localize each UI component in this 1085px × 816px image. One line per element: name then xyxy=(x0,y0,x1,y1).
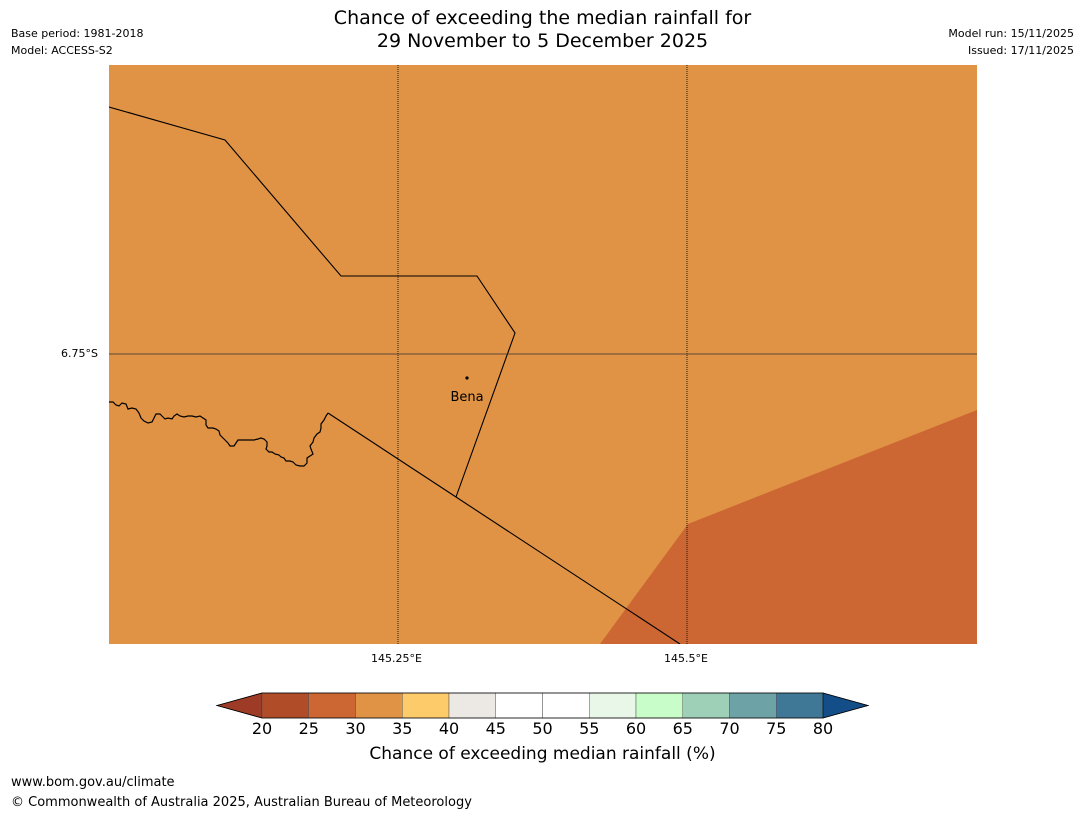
footer-copyright: © Commonwealth of Australia 2025, Austra… xyxy=(11,795,472,810)
colorbar-segment xyxy=(589,692,637,719)
colorbar-tick-label: 25 xyxy=(298,719,319,738)
base-period-text: Base period: 1981-2018 xyxy=(11,27,144,40)
colorbar xyxy=(215,692,870,719)
longitude-label-145-25: 145.25°E xyxy=(371,652,422,665)
colorbar-segment xyxy=(448,692,496,719)
colorbar-tick-label: 80 xyxy=(812,719,834,738)
colorbar-over-arrow xyxy=(822,692,870,719)
colorbar-outline xyxy=(215,692,870,719)
title-line-2: 29 November to 5 December 2025 xyxy=(376,30,709,52)
rainfall-band-25-30 xyxy=(600,410,977,644)
title-line-1: Chance of exceeding the median rainfall … xyxy=(333,7,752,29)
colorbar-tick-label: 70 xyxy=(719,719,740,738)
model-info: Base period: 1981-2018 Model: ACCESS-S2 xyxy=(11,25,143,59)
run-info: Model run: 15/11/2025 Issued: 17/11/2025 xyxy=(948,25,1074,59)
colorbar-segment xyxy=(729,692,777,719)
colorbar-tick-label: 65 xyxy=(672,719,693,738)
colorbar-under-arrow xyxy=(215,692,263,719)
colorbar-segment xyxy=(776,692,824,719)
colorbar-tick-label: 55 xyxy=(579,719,600,738)
latitude-label: 6.75°S xyxy=(61,347,98,360)
colorbar-tick-label: 35 xyxy=(392,719,413,738)
colorbar-segment xyxy=(308,692,356,719)
colorbar-segment xyxy=(635,692,683,719)
boundary-line-south xyxy=(327,412,681,644)
colorbar-segment xyxy=(495,692,543,719)
map-panel: Bena xyxy=(109,65,977,644)
coastline xyxy=(109,401,329,467)
colorbar-tick-label: 75 xyxy=(766,719,787,738)
colorbar-segment xyxy=(542,692,590,719)
longitude-label-145-5: 145.5°E xyxy=(664,652,708,665)
boundary-line-north xyxy=(109,106,516,498)
colorbar-segment xyxy=(682,692,730,719)
town-marker-bena xyxy=(465,376,469,380)
map-title: Chance of exceeding the median rainfall … xyxy=(0,7,1085,53)
colorbar-tick-label: 45 xyxy=(485,719,506,738)
colorbar-tick-label: 50 xyxy=(532,719,553,738)
colorbar-tick-label: 20 xyxy=(251,719,273,738)
colorbar-segment xyxy=(402,692,450,719)
colorbar-tick-label: 30 xyxy=(345,719,366,738)
colorbar-label: Chance of exceeding median rainfall (%) xyxy=(369,744,716,764)
issued-text: Issued: 17/11/2025 xyxy=(967,44,1074,57)
model-run-text: Model run: 15/11/2025 xyxy=(948,27,1074,40)
footer-url: www.bom.gov.au/climate xyxy=(11,775,175,790)
colorbar-segment xyxy=(261,692,309,719)
colorbar-tick-label: 60 xyxy=(625,719,647,738)
model-name-text: Model: ACCESS-S2 xyxy=(11,44,113,57)
colorbar-tick-label: 40 xyxy=(438,719,460,738)
town-label-bena: Bena xyxy=(450,390,483,405)
colorbar-segment xyxy=(355,692,403,719)
